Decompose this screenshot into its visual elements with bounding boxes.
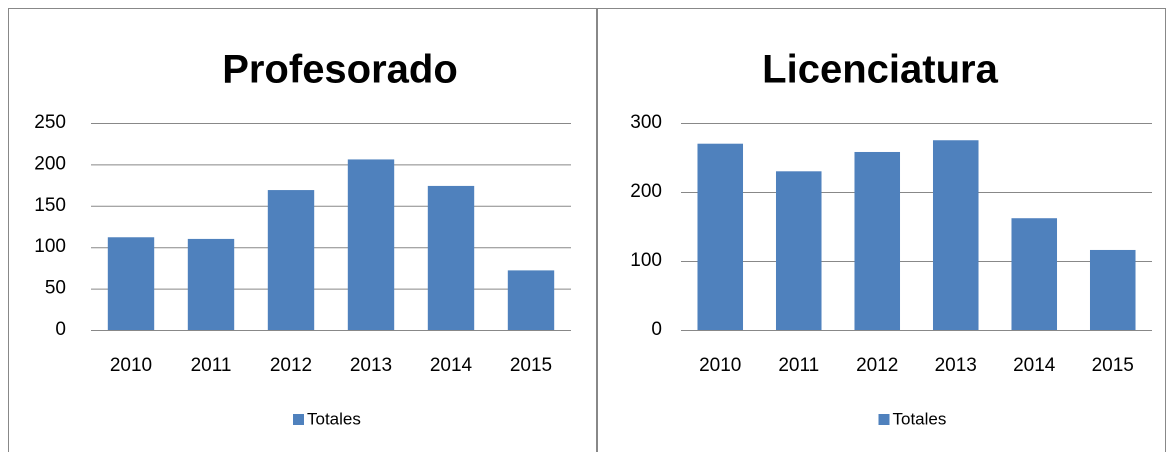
bar bbox=[697, 143, 744, 330]
y-tick-label: 0 bbox=[55, 319, 66, 340]
legend-label: Totales bbox=[893, 409, 947, 428]
bar bbox=[854, 151, 901, 330]
y-tick-label: 200 bbox=[34, 153, 66, 174]
legend-label: Totales bbox=[307, 409, 361, 428]
x-tick-label: 2011 bbox=[191, 355, 232, 376]
y-tick-label: 50 bbox=[45, 278, 66, 299]
y-tick-label: 300 bbox=[630, 112, 662, 133]
bar bbox=[775, 171, 822, 330]
x-tick-label: 2010 bbox=[699, 355, 741, 376]
x-tick-label: 2014 bbox=[430, 355, 473, 376]
bar bbox=[1011, 218, 1058, 330]
y-tick-label: 200 bbox=[630, 181, 662, 202]
x-tick-label: 2010 bbox=[110, 355, 152, 376]
y-tick-label: 100 bbox=[630, 250, 662, 271]
x-tick-label: 2012 bbox=[270, 355, 312, 376]
y-tick-label: 100 bbox=[34, 236, 66, 257]
x-tick-label: 2011 bbox=[778, 355, 819, 376]
y-tick-label: 250 bbox=[34, 112, 66, 133]
bar bbox=[507, 270, 555, 330]
x-tick-label: 2014 bbox=[1013, 355, 1056, 376]
bar bbox=[267, 190, 315, 330]
chart-title: Licenciatura bbox=[762, 48, 998, 92]
x-tick-label: 2012 bbox=[856, 355, 898, 376]
bar bbox=[107, 237, 155, 330]
x-tick-label: 2013 bbox=[350, 355, 392, 376]
y-tick-label: 150 bbox=[34, 195, 66, 216]
y-tick-label: 0 bbox=[651, 319, 662, 340]
bar bbox=[932, 140, 979, 330]
x-tick-label: 2015 bbox=[510, 355, 552, 376]
legend-swatch bbox=[293, 414, 304, 425]
bar bbox=[187, 238, 235, 330]
bar bbox=[1089, 249, 1136, 330]
legend-swatch bbox=[878, 414, 890, 425]
bar bbox=[347, 159, 395, 330]
x-tick-label: 2013 bbox=[935, 355, 977, 376]
chart-title: Profesorado bbox=[222, 48, 458, 92]
bar bbox=[427, 185, 475, 330]
x-tick-label: 2015 bbox=[1092, 355, 1134, 376]
